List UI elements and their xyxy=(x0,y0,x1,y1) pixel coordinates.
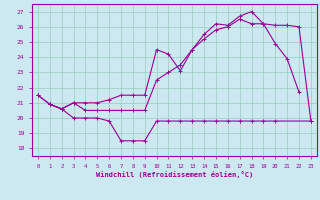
X-axis label: Windchill (Refroidissement éolien,°C): Windchill (Refroidissement éolien,°C) xyxy=(96,171,253,178)
